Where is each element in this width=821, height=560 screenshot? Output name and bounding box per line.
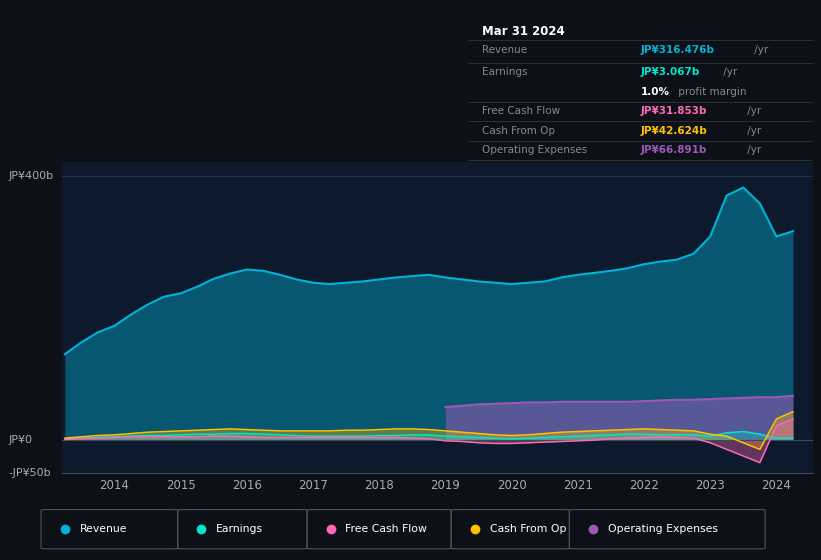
Text: /yr: /yr <box>744 125 761 136</box>
Text: profit margin: profit margin <box>675 87 746 96</box>
Text: JP¥31.853b: JP¥31.853b <box>640 106 707 116</box>
Text: /yr: /yr <box>750 45 768 54</box>
Text: Operating Expenses: Operating Expenses <box>482 145 587 155</box>
Text: Cash From Op: Cash From Op <box>489 524 566 534</box>
Text: /yr: /yr <box>744 106 761 116</box>
Text: -JP¥50b: -JP¥50b <box>8 468 51 478</box>
Text: /yr: /yr <box>744 145 761 155</box>
Text: Operating Expenses: Operating Expenses <box>608 524 718 534</box>
Text: JP¥400b: JP¥400b <box>8 171 53 181</box>
Text: Earnings: Earnings <box>482 67 527 77</box>
Text: 1.0%: 1.0% <box>640 87 669 96</box>
Text: Revenue: Revenue <box>80 524 127 534</box>
Text: Revenue: Revenue <box>482 45 527 54</box>
Text: Free Cash Flow: Free Cash Flow <box>346 524 428 534</box>
Text: Earnings: Earnings <box>216 524 264 534</box>
Text: JP¥0: JP¥0 <box>8 435 32 445</box>
Text: Cash From Op: Cash From Op <box>482 125 555 136</box>
Text: JP¥316.476b: JP¥316.476b <box>640 45 714 54</box>
Text: /yr: /yr <box>720 67 737 77</box>
Text: Mar 31 2024: Mar 31 2024 <box>482 25 565 38</box>
Text: JP¥66.891b: JP¥66.891b <box>640 145 707 155</box>
Text: JP¥42.624b: JP¥42.624b <box>640 125 707 136</box>
Text: Free Cash Flow: Free Cash Flow <box>482 106 560 116</box>
Text: JP¥3.067b: JP¥3.067b <box>640 67 699 77</box>
